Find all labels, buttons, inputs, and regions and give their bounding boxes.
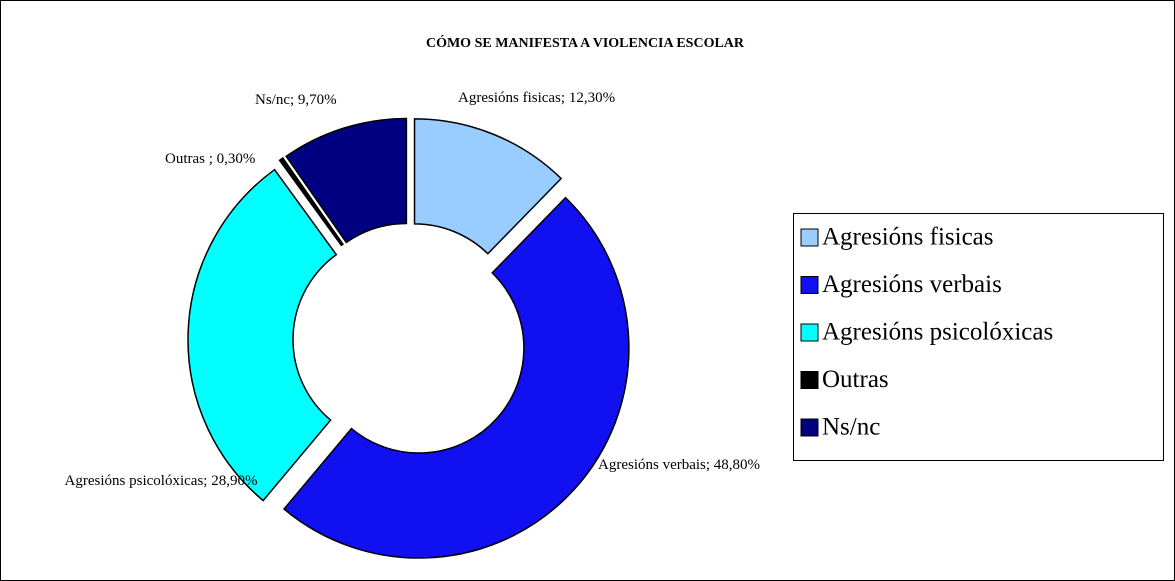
legend-box [793, 213, 1164, 461]
legend-swatch [800, 418, 819, 437]
data-label: Agresións verbais; 48,80% [598, 457, 761, 473]
donut-slice [285, 117, 408, 244]
legend-swatch [800, 276, 819, 294]
legend-label: Outras [822, 366, 889, 393]
legend-label: Agresións verbais [822, 271, 1002, 298]
data-label: Agresións fisicas; 12,30% [458, 90, 616, 106]
data-label: Outras ; 0,30% [165, 151, 256, 167]
legend-label: Agresións fisicas [822, 224, 994, 251]
donut-slice [278, 156, 344, 247]
legend-swatch [800, 323, 819, 342]
legend-label: Agresións psicolóxicas [822, 319, 1053, 346]
chart-title: CÓMO SE MANIFESTA A VIOLENCIA ESCOLAR [426, 34, 745, 51]
legend-swatch [800, 371, 819, 389]
donut-slice [282, 196, 630, 559]
donut-slice [187, 168, 338, 502]
legend-swatch [800, 228, 819, 247]
data-label: Agresións psicolóxicas; 28,90% [64, 473, 258, 489]
legend-label: Ns/nc [822, 414, 880, 441]
donut-slice [413, 118, 563, 255]
data-label: Ns/nc; 9,70% [255, 92, 337, 108]
